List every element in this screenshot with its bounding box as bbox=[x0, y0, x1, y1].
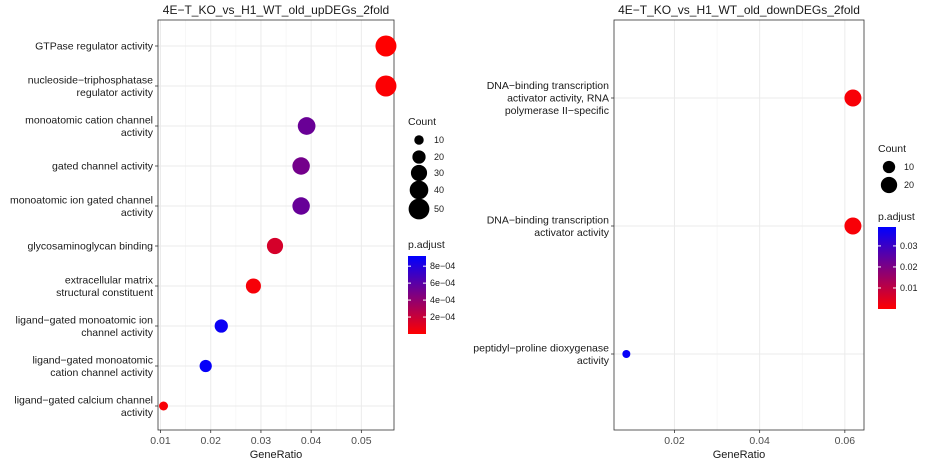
size-legend-key bbox=[408, 198, 430, 220]
y-tick-label: monoatomic ion gated channel activity bbox=[10, 194, 154, 219]
chart-title: 4E−T_KO_vs_H1_WT_old_upDEGs_2fold bbox=[163, 3, 389, 17]
data-point bbox=[159, 401, 169, 411]
data-point bbox=[844, 217, 862, 235]
size-legend-key bbox=[409, 180, 429, 200]
chart-title: 4E−T_KO_vs_H1_WT_old_downDEGs_2fold bbox=[618, 3, 860, 17]
x-tick-label: 0.06 bbox=[835, 435, 856, 447]
chart-panel-1: 4E−T_KO_vs_H1_WT_old_upDEGs_2fold 0.01 0.0… bbox=[10, 3, 455, 461]
color-legend-title: p.adjust bbox=[878, 211, 915, 223]
data-point bbox=[214, 319, 228, 333]
data-point bbox=[375, 35, 397, 57]
x-tick-label: 0.01 bbox=[150, 435, 171, 447]
size-legend-label: 10 bbox=[904, 162, 914, 172]
color-legend-label: 2e−04 bbox=[430, 312, 455, 322]
size-legend-key bbox=[882, 160, 896, 174]
y-tick-label: ligand−gated monoatomic ion channel activ… bbox=[16, 314, 154, 339]
data-point bbox=[297, 117, 316, 135]
chart-panel-2: 4E−T_KO_vs_H1_WT_old_downDEGs_2fold 0.02 0… bbox=[473, 3, 917, 461]
x-tick-label: 0.04 bbox=[301, 435, 322, 447]
size-legend-label: 20 bbox=[434, 152, 444, 162]
y-tick-label: glycosaminoglycan binding bbox=[28, 241, 154, 253]
size-legend-label: 10 bbox=[434, 135, 444, 145]
data-point bbox=[266, 237, 284, 255]
size-legend-label: 30 bbox=[434, 168, 444, 178]
size-legend-title: Count bbox=[878, 143, 906, 155]
size-legend-key bbox=[412, 150, 426, 164]
x-tick-label: 0.02 bbox=[664, 435, 685, 447]
x-tick-label: 0.02 bbox=[201, 435, 222, 447]
x-tick-label: 0.04 bbox=[749, 435, 770, 447]
plot-border bbox=[613, 19, 865, 431]
y-tick-label: nucleoside−triphosphatase regulator activ… bbox=[28, 74, 154, 99]
color-legend-label: 0.02 bbox=[900, 262, 918, 272]
data-point bbox=[292, 197, 310, 215]
y-tick-label: DNA−binding transcription activator activ… bbox=[487, 214, 610, 239]
data-point bbox=[292, 157, 310, 175]
size-legend-key bbox=[880, 176, 898, 194]
y-tick-label: monoatomic cation channel activity bbox=[25, 114, 154, 139]
data-point bbox=[199, 359, 212, 373]
y-tick-label: ligand−gated calcium channel activity bbox=[14, 394, 153, 419]
x-axis-label: GeneRatio bbox=[250, 449, 303, 461]
data-point bbox=[844, 89, 862, 107]
color-legend-label: 0.03 bbox=[900, 241, 918, 251]
y-tick-label: DNA−binding transcription activator activ… bbox=[487, 80, 609, 117]
size-legend-label: 50 bbox=[434, 204, 444, 214]
data-point bbox=[622, 350, 631, 358]
color-legend-label: 6e−04 bbox=[430, 278, 455, 288]
y-tick-label: extracellular matrix structural constitue… bbox=[56, 274, 154, 299]
x-axis-label: GeneRatio bbox=[713, 449, 766, 461]
color-legend-title: p.adjust bbox=[408, 239, 445, 251]
color-legend-label: 0.01 bbox=[900, 283, 918, 293]
size-legend-label: 40 bbox=[434, 185, 444, 195]
size-legend-title: Count bbox=[408, 116, 436, 128]
y-tick-label: peptidyl−proline dioxygenase activity bbox=[473, 342, 609, 367]
color-legend-label: 8e−04 bbox=[430, 261, 455, 271]
color-legend-bar bbox=[878, 227, 896, 309]
x-tick-label: 0.03 bbox=[251, 435, 272, 447]
size-legend-key bbox=[410, 164, 428, 182]
y-tick-label: ligand−gated monoatomic cation channel ac… bbox=[32, 354, 153, 379]
color-legend-label: 4e−04 bbox=[430, 295, 455, 305]
color-legend-bar bbox=[408, 256, 426, 334]
x-tick-label: 0.05 bbox=[351, 435, 372, 447]
size-legend-label: 20 bbox=[904, 180, 914, 190]
plot-border bbox=[157, 19, 395, 431]
y-tick-label: GTPase regulator activity bbox=[35, 41, 154, 53]
plot-area bbox=[614, 20, 864, 430]
data-point bbox=[375, 75, 397, 97]
data-point bbox=[245, 278, 261, 294]
y-tick-label: gated channel activity bbox=[52, 161, 154, 173]
plot-area bbox=[158, 20, 394, 430]
size-legend-key bbox=[414, 135, 424, 145]
